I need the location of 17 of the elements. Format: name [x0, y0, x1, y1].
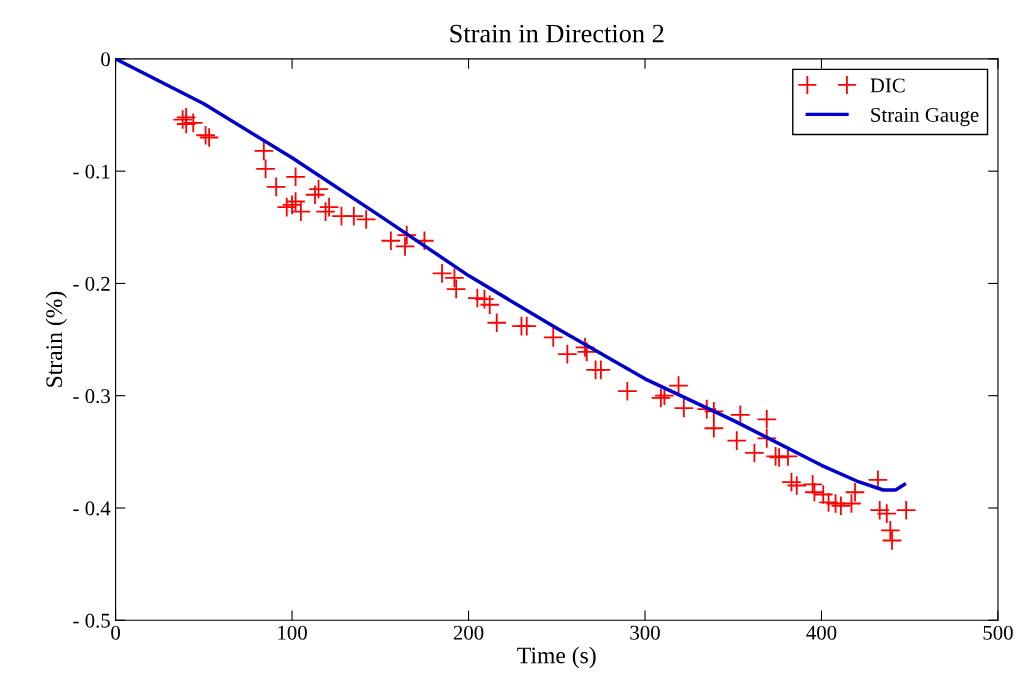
x-tick-label: 400 [806, 625, 837, 640]
x-tick-label: 0 [111, 625, 120, 640]
legend-label: DIC [870, 78, 905, 93]
y-tick-label: - 0.5 [73, 613, 110, 628]
y-tick-label: - 0.4 [73, 501, 111, 516]
x-tick-label: 200 [453, 625, 484, 640]
y-tick-label: - 0.2 [73, 276, 110, 291]
y-tick-label: - 0.3 [73, 389, 110, 404]
y-tick-label: 0 [101, 52, 110, 67]
x-tick-label: 300 [630, 625, 660, 640]
x-tick-label: 100 [278, 625, 307, 640]
x-axis-title: Time (s) [517, 646, 596, 669]
x-tick-label: 500 [983, 625, 1013, 640]
y-tick-label: - 0.1 [73, 164, 110, 179]
legend-label: Strain Gauge [871, 107, 979, 127]
chart-title: Strain in Direction 2 [450, 24, 664, 43]
y-axis-title: Strain (%) [45, 291, 67, 387]
